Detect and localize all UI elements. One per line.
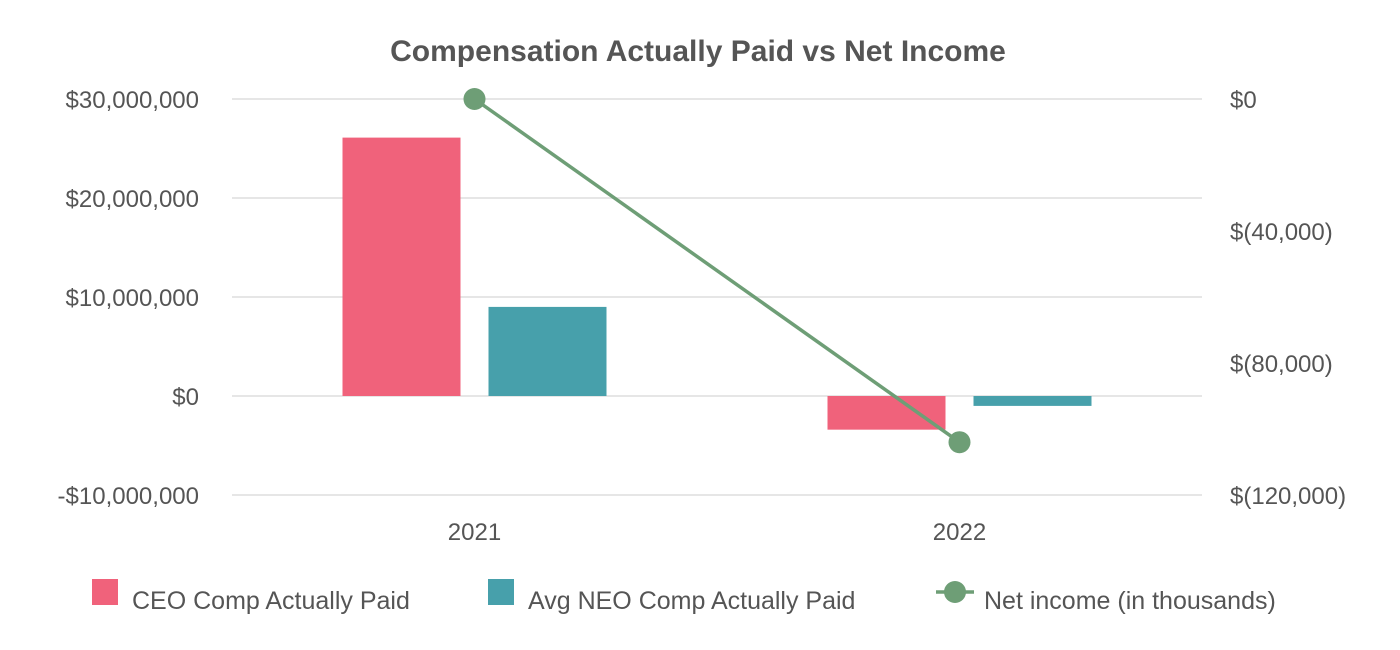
- chart-title: Compensation Actually Paid vs Net Income: [390, 35, 1006, 68]
- legend-label: Net income (in thousands): [984, 587, 1276, 615]
- legend-swatch-ceo: [92, 579, 118, 605]
- x-axis: 2021 2022: [448, 519, 986, 546]
- right-axis: $0 $(40,000) $(80,000) $(120,000): [1230, 87, 1346, 510]
- bar-ceo-2022: [827, 396, 946, 430]
- left-tick-label: $20,000,000: [66, 186, 199, 213]
- legend-marker-net-income: [944, 581, 966, 603]
- legend-label: CEO Comp Actually Paid: [132, 587, 410, 615]
- net-income-point-2021: [463, 88, 486, 110]
- net-income-line: [473, 97, 961, 444]
- left-tick-label: $10,000,000: [66, 285, 199, 312]
- bar-neo-2022: [973, 396, 1092, 406]
- bar-neo-2021: [488, 306, 607, 396]
- bar-ceo-2021: [342, 137, 461, 397]
- bar-series: [342, 137, 1092, 430]
- right-tick-label: $(120,000): [1230, 483, 1346, 510]
- right-tick-label: $(40,000): [1230, 219, 1333, 246]
- legend-swatch-neo: [488, 579, 514, 605]
- right-tick-label: $(80,000): [1230, 351, 1333, 378]
- left-axis: $30,000,000 $20,000,000 $10,000,000 $0 -$10,…: [58, 87, 199, 510]
- net-income-point-2022: [948, 431, 971, 454]
- x-tick-label: 2021: [448, 519, 501, 546]
- left-tick-label: $30,000,000: [66, 87, 199, 114]
- left-tick-label: -$10,000,000: [58, 483, 199, 510]
- legend-label: Avg NEO Comp Actually Paid: [528, 587, 855, 615]
- legend: CEO Comp Actually Paid Avg NEO Comp Actua…: [92, 579, 1276, 615]
- left-tick-label: $0: [172, 384, 199, 411]
- right-tick-label: $0: [1230, 87, 1257, 114]
- line-series: [463, 88, 971, 454]
- x-tick-label: 2022: [933, 519, 986, 546]
